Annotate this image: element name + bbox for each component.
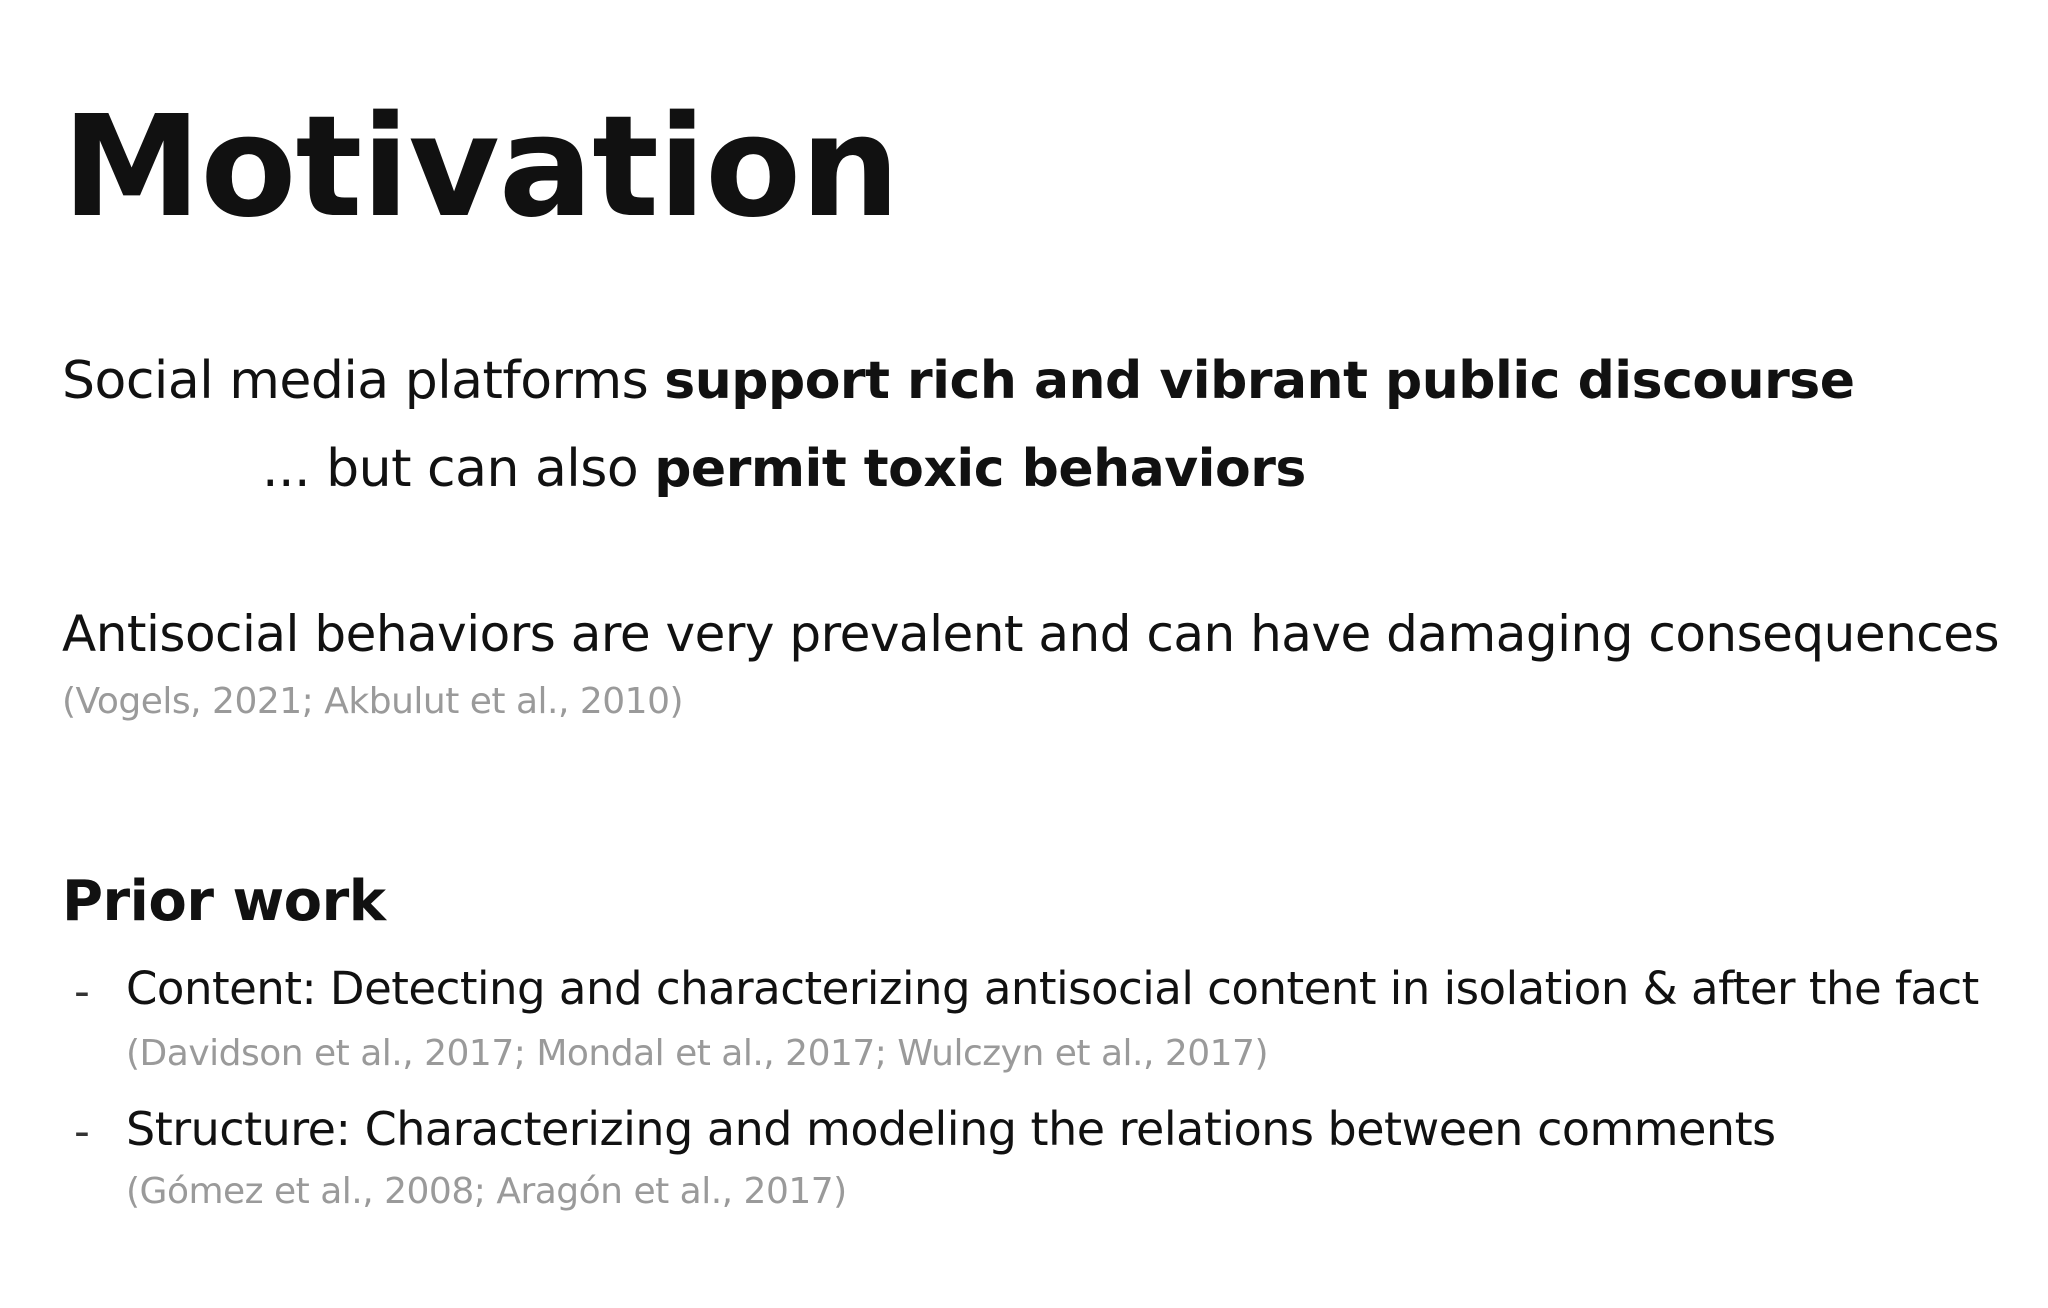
prior-work-item-content-citation: (Davidson et al., 2017; Mondal et al., 2… bbox=[126, 1032, 1268, 1075]
slide-title: Motivation bbox=[62, 84, 899, 252]
antisocial-citation: (Vogels, 2021; Akbulut et al., 2010) bbox=[62, 680, 683, 723]
intro-line-1-bold: support rich and vibrant public discours… bbox=[664, 351, 1854, 411]
intro-line-1: Social media platforms support rich and … bbox=[62, 350, 1855, 412]
intro-line-2-bold: permit toxic behaviors bbox=[654, 439, 1306, 499]
bullet-marker: - bbox=[74, 966, 90, 1019]
prior-work-heading: Prior work bbox=[62, 868, 386, 935]
antisocial-statement: Antisocial behaviors are very prevalent … bbox=[62, 604, 1999, 664]
prior-work-item-content: Content: Detecting and characterizing an… bbox=[126, 962, 1979, 1016]
intro-line-2: ... but can also permit toxic behaviors bbox=[262, 438, 1306, 500]
prior-work-item-structure: Structure: Characterizing and modeling t… bbox=[126, 1102, 1776, 1157]
intro-line-1-plain: Social media platforms bbox=[62, 351, 664, 411]
intro-line-2-plain: ... but can also bbox=[262, 439, 654, 499]
bullet-marker: - bbox=[74, 1106, 90, 1159]
prior-work-item-structure-citation: (Gómez et al., 2008; Aragón et al., 2017… bbox=[126, 1170, 847, 1213]
